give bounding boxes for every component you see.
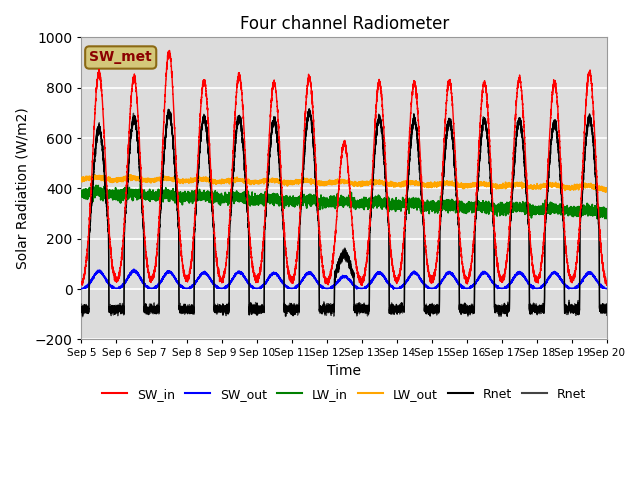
X-axis label: Time: Time [327, 364, 361, 378]
Legend: SW_in, SW_out, LW_in, LW_out, Rnet, Rnet: SW_in, SW_out, LW_in, LW_out, Rnet, Rnet [97, 383, 591, 406]
Text: SW_met: SW_met [90, 50, 152, 64]
Y-axis label: Solar Radiation (W/m2): Solar Radiation (W/m2) [15, 108, 29, 269]
Title: Four channel Radiometer: Four channel Radiometer [239, 15, 449, 33]
